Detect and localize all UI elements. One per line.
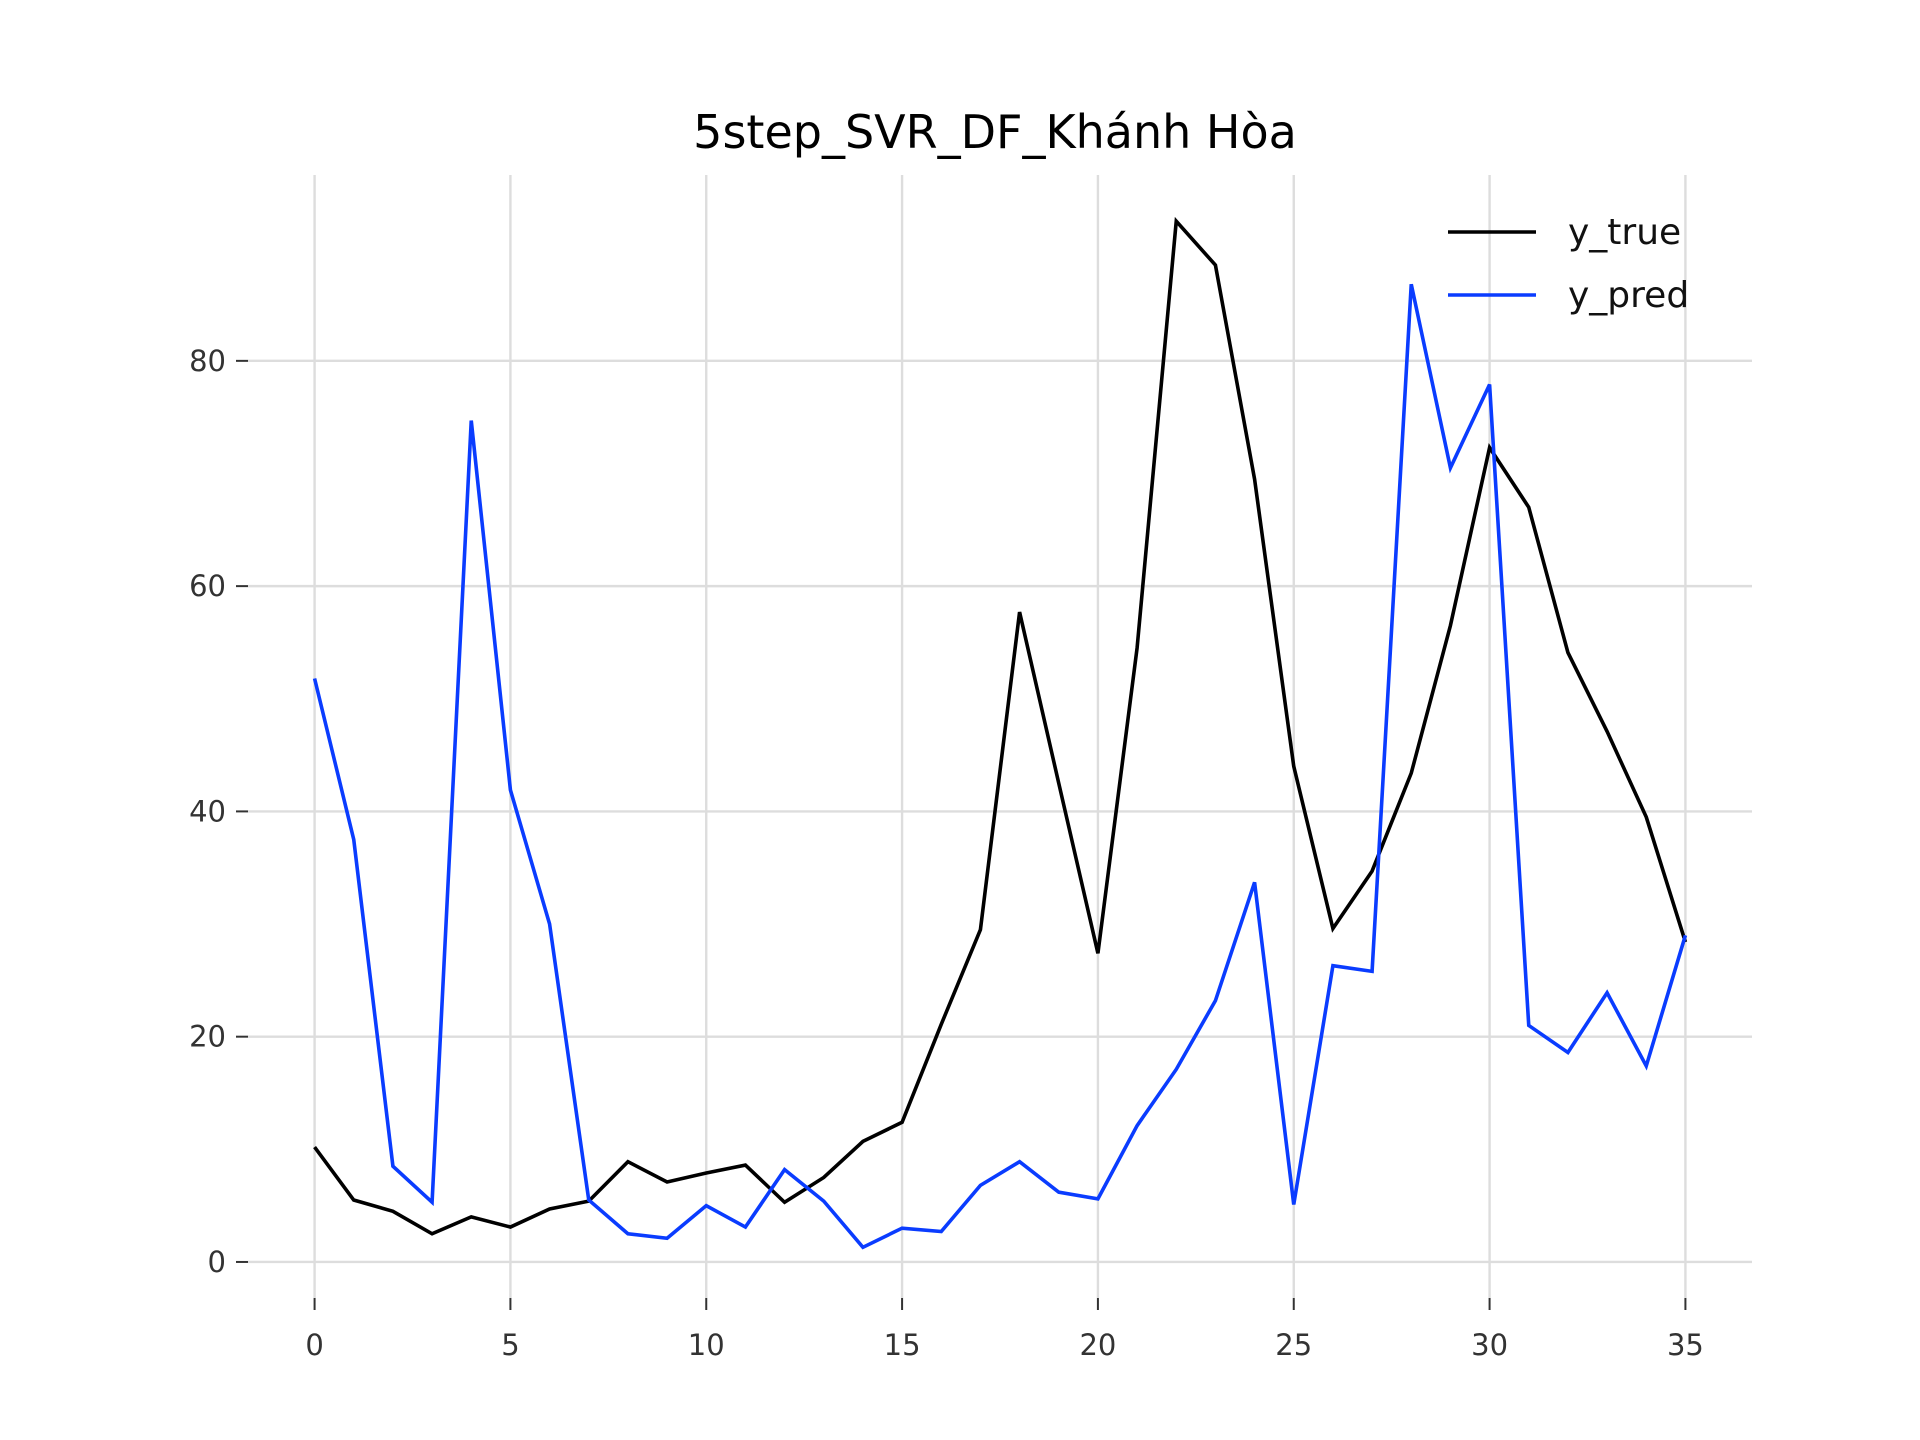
legend: y_true y_pred <box>1448 212 1689 316</box>
series-line-y-pred <box>312 283 1688 1250</box>
x-tick-label: 25 <box>1275 1328 1312 1362</box>
chart-title: 5step_SVR_DF_Khánh Hòa <box>693 105 1297 159</box>
x-tick-label: 5 <box>501 1328 519 1362</box>
x-tick-label: 20 <box>1079 1328 1116 1362</box>
series-line-y-true <box>313 216 1688 1236</box>
x-tick-label: 15 <box>884 1328 921 1362</box>
x-tick-label: 35 <box>1667 1328 1704 1362</box>
y-tick-label: 40 <box>189 794 226 828</box>
y-tick-label: 0 <box>208 1245 226 1279</box>
x-tick-label: 10 <box>688 1328 725 1362</box>
legend-label-y-true: y_true <box>1568 212 1681 253</box>
x-tick-label: 0 <box>305 1328 323 1362</box>
y-tick-label: 80 <box>189 344 226 378</box>
axis-ticks: 0 5 10 15 20 25 30 35 0 20 40 60 80 <box>189 344 1704 1362</box>
y-tick-label: 60 <box>189 569 226 603</box>
series-lines <box>312 216 1688 1250</box>
y-tick-label: 20 <box>189 1020 226 1054</box>
legend-label-y-pred: y_pred <box>1568 275 1689 316</box>
x-tick-label: 30 <box>1471 1328 1508 1362</box>
grid <box>248 175 1752 1298</box>
